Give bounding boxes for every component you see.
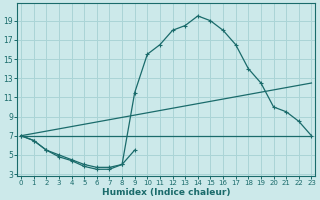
X-axis label: Humidex (Indice chaleur): Humidex (Indice chaleur)	[102, 188, 230, 197]
